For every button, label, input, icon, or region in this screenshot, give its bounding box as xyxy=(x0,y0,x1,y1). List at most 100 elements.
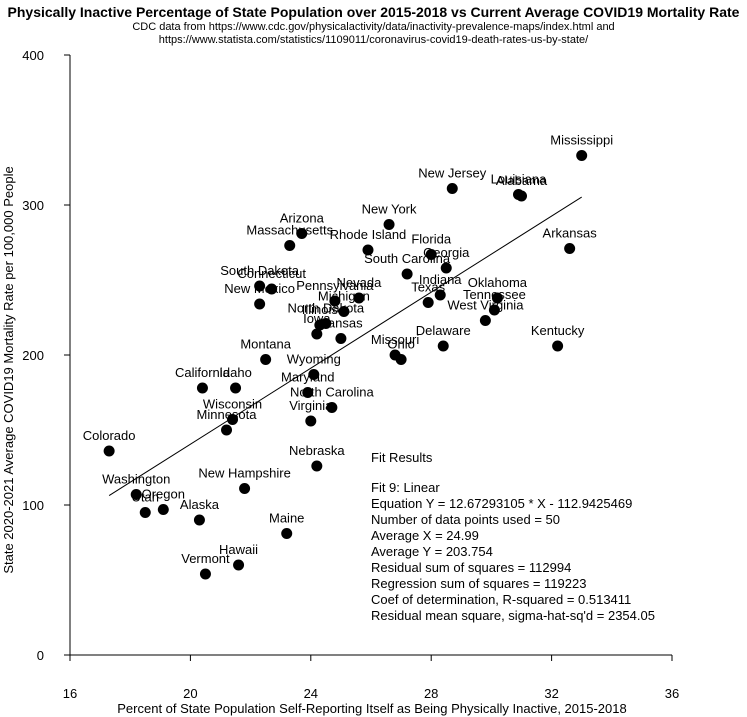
data-point xyxy=(564,243,576,254)
data-point-label: Utah xyxy=(132,490,159,505)
data-point-label: Arizona xyxy=(280,211,325,226)
data-point-label: New Jersey xyxy=(418,166,486,181)
data-point xyxy=(552,340,564,352)
data-point xyxy=(314,319,326,331)
data-point xyxy=(196,382,208,394)
data-point xyxy=(157,504,169,515)
fit-results-line: Average X = 24.99 xyxy=(371,528,479,543)
data-point xyxy=(488,304,500,316)
data-point xyxy=(512,189,524,200)
y-tick-label: 0 xyxy=(37,648,44,663)
data-point xyxy=(103,445,115,457)
axes: 16 20 24 28 32 36 0 100 200 300 400 xyxy=(22,48,679,701)
data-point-label: Vermont xyxy=(181,551,230,566)
data-point xyxy=(266,283,278,295)
data-point-label: New Mexico xyxy=(224,281,295,296)
data-point-label: Idaho xyxy=(219,365,252,380)
data-point xyxy=(335,333,347,344)
x-tick-label: 20 xyxy=(183,686,197,701)
chart-title: Physically Inactive Percentage of State … xyxy=(7,4,740,20)
data-point-label: Mississippi xyxy=(550,133,613,148)
regression-line xyxy=(108,196,582,496)
data-point-label: Texas xyxy=(411,280,445,295)
data-point xyxy=(296,228,308,239)
data-point-label: Nebraska xyxy=(289,443,345,458)
fit-results-line: Average Y = 203.754 xyxy=(371,544,493,559)
y-tick-label: 100 xyxy=(22,498,44,513)
data-point-label: Massachusetts xyxy=(246,223,333,238)
data-point-label: Pennsylvania xyxy=(296,278,374,293)
data-point xyxy=(311,460,323,472)
data-point xyxy=(302,387,314,398)
data-point-label: Oklahoma xyxy=(468,275,528,290)
data-point xyxy=(230,382,242,394)
data-point xyxy=(130,489,142,500)
data-point-label: Minnesota xyxy=(197,407,258,422)
data-point xyxy=(425,249,437,260)
data-point xyxy=(446,183,458,194)
data-point-label: Louisiana xyxy=(491,172,547,187)
data-point xyxy=(233,559,245,571)
data-point-label: Iowa xyxy=(303,311,331,326)
chart-subtitle-line-2: https://www.statista.com/statistics/1109… xyxy=(158,34,589,46)
data-point-label: Oregon xyxy=(142,487,185,502)
fit-results-line: Number of data points used = 50 xyxy=(371,512,560,527)
data-point xyxy=(353,292,365,304)
x-tick-label: 28 xyxy=(424,686,438,701)
data-point-label: North Carolina xyxy=(290,385,375,400)
data-point-label: Indiana xyxy=(419,272,462,287)
data-point-label: Maine xyxy=(269,511,304,526)
fit-results-line: Equation Y = 12.67293105 * X - 112.94254… xyxy=(371,496,632,511)
x-tick-label: 32 xyxy=(544,686,558,701)
data-point-label: Alabama xyxy=(496,173,548,188)
data-point xyxy=(239,483,251,494)
data-point xyxy=(422,297,434,308)
data-point-label: Arkansas xyxy=(543,226,598,241)
data-point-label: New Hampshire xyxy=(198,466,290,481)
data-point xyxy=(434,289,446,301)
fit-results-line: Regression sum of squares = 119223 xyxy=(371,576,586,591)
data-point-label: Colorado xyxy=(83,428,136,443)
data-point xyxy=(221,424,233,436)
data-point-label: Hawaii xyxy=(219,542,258,557)
y-tick-label: 400 xyxy=(22,48,44,63)
fit-results-heading: Fit Results xyxy=(371,450,433,465)
data-point-label: Alaska xyxy=(180,497,220,512)
data-point-label: Montana xyxy=(240,337,291,352)
data-point xyxy=(193,514,205,526)
data-point xyxy=(401,268,413,280)
data-point-label: West Virginia xyxy=(447,298,524,313)
data-point xyxy=(139,507,151,518)
data-point xyxy=(260,354,272,365)
data-point xyxy=(326,402,338,413)
data-point xyxy=(284,240,296,251)
data-point-label: Connecticut xyxy=(237,266,306,281)
data-point-label: Wisconsin xyxy=(203,397,262,412)
x-tick-label: 24 xyxy=(304,686,318,701)
data-point-label: Kansas xyxy=(319,316,363,331)
x-tick-label: 16 xyxy=(63,686,77,701)
y-axis-label: State 2020-2021 Average COVID19 Mortalit… xyxy=(1,166,16,573)
data-point-label: Georgia xyxy=(423,245,470,260)
data-point-label: Wyoming xyxy=(287,352,341,367)
data-point xyxy=(576,150,588,161)
data-point xyxy=(491,292,503,304)
fit-results-line: Residual sum of squares = 112994 xyxy=(371,560,571,575)
data-point-label: Virginia xyxy=(289,398,333,413)
data-point-label: South Carolina xyxy=(364,251,451,266)
data-point-label: Rhode Island xyxy=(330,227,407,242)
data-point-label: North Dakota xyxy=(288,301,365,316)
data-point-label: Kentucky xyxy=(531,323,585,338)
data-point-label: Illinois xyxy=(302,302,339,317)
data-point xyxy=(305,415,317,427)
data-point xyxy=(437,340,449,352)
regression-line-group xyxy=(108,196,582,496)
data-point xyxy=(479,315,491,326)
data-point-label: Florida xyxy=(411,232,452,247)
data-point xyxy=(395,354,407,365)
x-tick-label: 36 xyxy=(665,686,679,701)
x-axis-label: Percent of State Population Self-Reporti… xyxy=(117,701,626,716)
data-point xyxy=(329,295,341,307)
